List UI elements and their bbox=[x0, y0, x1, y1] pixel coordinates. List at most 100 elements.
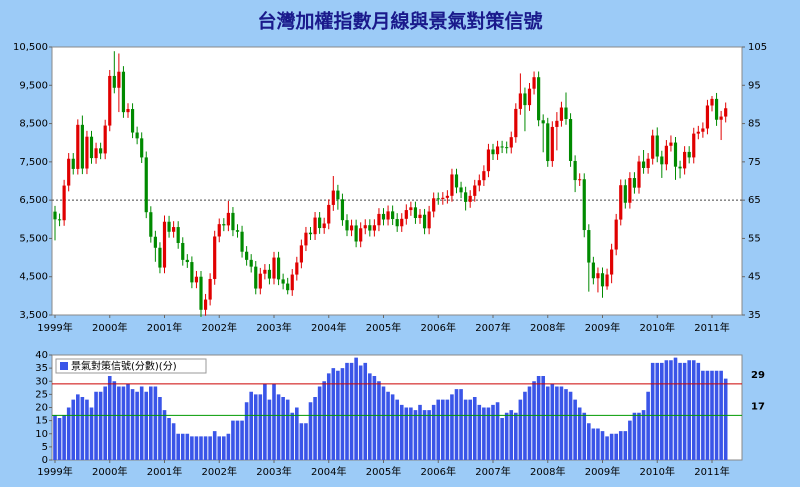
bar bbox=[637, 412, 641, 460]
candle-body bbox=[432, 198, 436, 212]
candle-body bbox=[395, 219, 399, 227]
bar bbox=[582, 412, 587, 460]
candle-body bbox=[587, 230, 591, 263]
candle-body bbox=[349, 225, 354, 231]
candle-body bbox=[267, 269, 272, 279]
candle-body bbox=[555, 120, 559, 127]
bar bbox=[80, 397, 85, 460]
bar bbox=[422, 410, 427, 460]
bar bbox=[222, 436, 226, 460]
candle-body bbox=[509, 137, 513, 148]
bar bbox=[641, 410, 646, 460]
candle-body bbox=[614, 219, 618, 250]
reference-label: 29 bbox=[751, 370, 765, 381]
y-tick-label: 10,500 bbox=[13, 42, 48, 53]
bar bbox=[267, 399, 272, 460]
bar bbox=[194, 436, 199, 460]
x-tick-label: 2008年 bbox=[530, 321, 565, 334]
bar bbox=[545, 386, 550, 460]
bar bbox=[486, 407, 491, 460]
candle-body bbox=[103, 125, 107, 154]
bar bbox=[664, 360, 669, 460]
y-tick-label: 9,500 bbox=[19, 80, 48, 91]
candle-body bbox=[660, 156, 664, 165]
candle-body bbox=[295, 262, 299, 275]
candle-body bbox=[363, 225, 367, 229]
bar bbox=[372, 376, 377, 460]
x-tick-label: 2003年 bbox=[256, 321, 291, 334]
bar bbox=[317, 386, 322, 460]
candle-body bbox=[340, 199, 345, 221]
y-tick-label: 4,500 bbox=[19, 272, 48, 283]
bar bbox=[568, 391, 573, 460]
y2-tick-label: 105 bbox=[748, 42, 767, 53]
candle-body bbox=[651, 135, 655, 159]
candle-body bbox=[610, 249, 614, 275]
candle-body bbox=[308, 232, 313, 235]
bar bbox=[144, 391, 149, 460]
candle-body bbox=[696, 131, 700, 134]
y-tick-label: 5 bbox=[42, 442, 48, 453]
bar bbox=[682, 362, 687, 460]
candle-body bbox=[222, 224, 226, 226]
x-tick-label: 2003年 bbox=[256, 465, 291, 478]
candle-body bbox=[263, 269, 267, 274]
candle-body bbox=[637, 161, 641, 188]
candle-body bbox=[683, 151, 687, 169]
candle-body bbox=[217, 224, 221, 237]
bar bbox=[472, 397, 477, 460]
candle-body bbox=[286, 283, 290, 291]
candle-body bbox=[641, 161, 646, 168]
chart-title: 台灣加權指數月線與景氣對策信號 bbox=[257, 10, 542, 33]
bar bbox=[117, 386, 121, 460]
bar bbox=[500, 418, 504, 460]
x-tick-label: 2009年 bbox=[585, 465, 620, 478]
bar bbox=[199, 436, 203, 460]
bar bbox=[436, 399, 441, 460]
candle-body bbox=[710, 98, 714, 106]
x-tick-label: 2011年 bbox=[694, 321, 729, 334]
y2-tick-label: 45 bbox=[748, 272, 761, 283]
bar bbox=[358, 365, 363, 460]
bar bbox=[673, 357, 678, 460]
bar bbox=[441, 399, 445, 460]
bar bbox=[399, 404, 404, 460]
candle-body bbox=[468, 195, 472, 202]
candle-body bbox=[441, 197, 445, 199]
bar bbox=[386, 391, 390, 460]
bar bbox=[180, 433, 185, 460]
bar bbox=[650, 362, 655, 460]
candle-body bbox=[486, 149, 491, 172]
y2-tick-label: 65 bbox=[748, 195, 761, 206]
y-tick-label: 8,500 bbox=[19, 119, 48, 130]
candle-body bbox=[135, 132, 139, 139]
candle-body bbox=[185, 259, 189, 263]
candle-body bbox=[450, 174, 454, 196]
bar bbox=[345, 362, 349, 460]
bar bbox=[76, 394, 80, 460]
bar bbox=[212, 431, 217, 460]
candle-body bbox=[94, 148, 98, 159]
candle-body bbox=[126, 109, 130, 113]
y2-tick-label: 85 bbox=[748, 119, 761, 130]
x-tick-label: 2011年 bbox=[694, 465, 729, 478]
x-tick-label: 2001年 bbox=[147, 465, 182, 478]
bar bbox=[249, 391, 253, 460]
y-tick-label: 25 bbox=[35, 389, 48, 400]
bar bbox=[295, 407, 299, 460]
bar bbox=[404, 407, 409, 460]
y-tick-label: 35 bbox=[35, 363, 48, 374]
bar bbox=[244, 402, 249, 460]
x-tick-label: 2010年 bbox=[640, 465, 675, 478]
candle-body bbox=[167, 221, 171, 232]
bar bbox=[696, 362, 701, 460]
bar bbox=[190, 436, 194, 460]
y-tick-label: 20 bbox=[35, 403, 48, 414]
candle-body bbox=[80, 124, 84, 169]
bar bbox=[130, 389, 135, 460]
bar bbox=[660, 362, 664, 460]
bar bbox=[112, 381, 117, 460]
bar bbox=[723, 378, 728, 460]
bar bbox=[340, 368, 345, 460]
candle-body bbox=[605, 274, 609, 287]
